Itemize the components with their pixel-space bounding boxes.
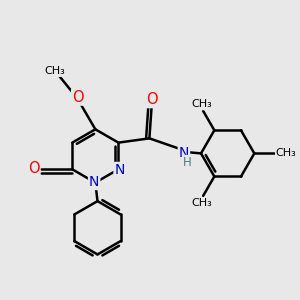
- Text: N: N: [179, 146, 189, 160]
- Text: CH₃: CH₃: [276, 148, 297, 158]
- Text: N: N: [114, 163, 125, 177]
- Text: CH₃: CH₃: [192, 198, 212, 208]
- Text: CH₃: CH₃: [44, 66, 65, 76]
- Text: N: N: [89, 175, 99, 189]
- Text: CH₃: CH₃: [192, 99, 212, 110]
- Text: O: O: [146, 92, 158, 107]
- Text: O: O: [28, 161, 39, 176]
- Text: O: O: [72, 90, 84, 105]
- Text: H: H: [183, 156, 192, 169]
